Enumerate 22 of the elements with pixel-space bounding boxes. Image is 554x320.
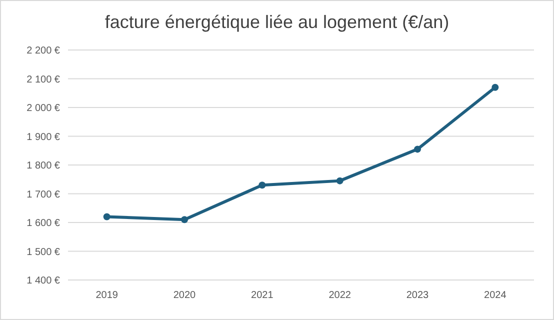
x-tick-label: 2023: [406, 290, 430, 301]
point: [181, 216, 188, 224]
point: [336, 177, 344, 184]
chart-title: facture énergétique liée au logement (€/an): [104, 12, 450, 32]
y-tick-label: 1 400 €: [26, 276, 60, 286]
point: [492, 84, 499, 91]
y-tick-label: 1 600 €: [26, 218, 60, 229]
y-tick-label: 1 500 €: [26, 246, 60, 258]
point: [103, 213, 110, 220]
x-tick-label: 2020: [173, 290, 196, 301]
y-tick-label: 1 900 €: [26, 132, 60, 143]
x-tick-label: 2019: [96, 290, 118, 301]
x-tick-label: 2022: [328, 290, 352, 301]
point: [414, 146, 421, 153]
x-tick-label: 2024: [484, 290, 507, 301]
y-tick-label: 1 800 €: [26, 160, 60, 172]
x-tick-label: 2021: [251, 290, 274, 301]
y-tick-label: 2 100 €: [26, 74, 60, 86]
point: [258, 182, 266, 189]
y-tick-label: 1 700 €: [26, 189, 60, 200]
y-tick-label: 2 200 €: [26, 46, 60, 56]
y-tick-label: 2 000 €: [26, 103, 60, 114]
